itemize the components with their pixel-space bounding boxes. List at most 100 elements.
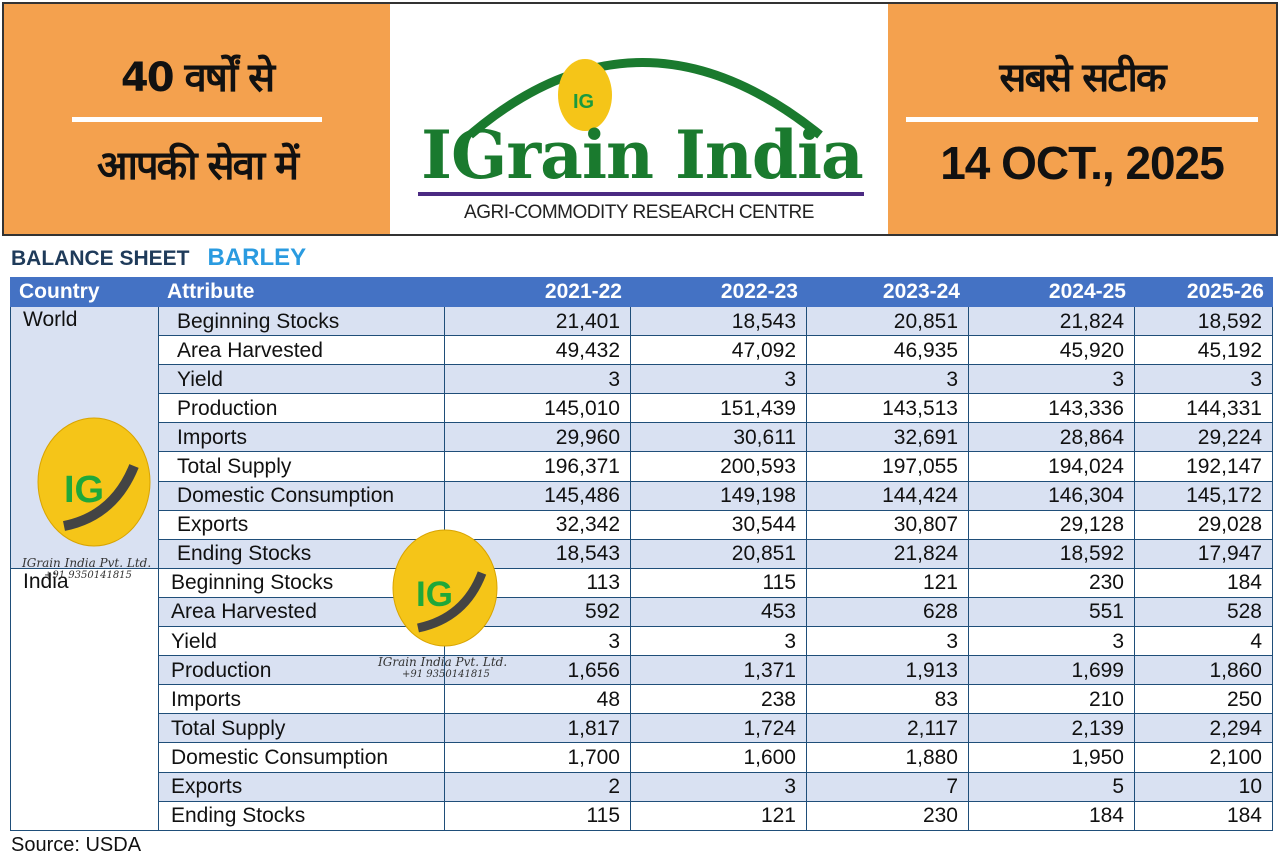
logo: IG IGrain India AGRI-COMMODITY RESEARCH … — [390, 4, 888, 234]
value-cell: 46,935 — [806, 335, 969, 366]
value-cell: 1,817 — [444, 713, 631, 744]
value-cell: 4 — [1134, 626, 1273, 657]
value-cell: 1,880 — [806, 742, 969, 773]
value-cell: 115 — [630, 567, 807, 598]
country-cell: World — [10, 306, 159, 569]
value-cell: 21,401 — [444, 305, 631, 337]
attribute-cell: Production — [158, 655, 445, 686]
table-row: Exports 2 3 7 5 10 — [11, 771, 1273, 802]
value-cell: 184 — [968, 800, 1135, 831]
table-row: Ending Stocks 115 121 230 184 184 — [11, 800, 1273, 831]
value-cell: 628 — [806, 596, 969, 628]
table-row: Imports 48 238 83 210 250 — [11, 684, 1273, 715]
table-row: Production 145,010 151,439 143,513 143,336 14… — [11, 393, 1273, 424]
column-header: 2025-26 — [1134, 277, 1273, 307]
value-cell: 1,656 — [444, 655, 631, 686]
value-cell: 551 — [968, 596, 1135, 628]
column-header: 2022-23 — [630, 277, 807, 307]
banner-left: 40 वर्षों से आपकी सेवा में — [4, 4, 390, 234]
value-cell: 48 — [444, 684, 631, 715]
attribute-cell: Yield — [158, 364, 445, 395]
value-cell: 194,024 — [968, 451, 1135, 482]
tagline-service: आपकी सेवा में — [96, 142, 299, 189]
value-cell: 20,851 — [630, 538, 807, 569]
value-cell: 1,860 — [1134, 655, 1273, 686]
banner-right: सबसे सटीक 14 OCT., 2025 — [888, 4, 1276, 234]
value-cell: 21,824 — [806, 538, 969, 569]
value-cell: 230 — [806, 800, 969, 831]
column-header: 2024-25 — [968, 277, 1135, 307]
attribute-cell: Exports — [158, 509, 445, 540]
value-cell: 121 — [630, 800, 807, 831]
table-row: Exports 32,342 30,544 30,807 29,128 29,028 — [11, 509, 1273, 540]
value-cell: 3 — [444, 364, 631, 395]
table-row: Yield 3 3 3 3 3 — [11, 364, 1273, 395]
value-cell: 1,699 — [968, 655, 1135, 686]
value-cell: 1,371 — [630, 655, 807, 686]
value-cell: 30,807 — [806, 509, 969, 540]
value-cell: 32,342 — [444, 509, 631, 540]
value-cell: 3 — [806, 364, 969, 395]
value-cell: 144,331 — [1134, 393, 1273, 424]
value-cell: 230 — [968, 567, 1135, 598]
attribute-cell: Imports — [158, 422, 445, 453]
tagline-accurate: सबसे सटीक — [999, 55, 1166, 101]
value-cell: 3 — [444, 626, 631, 657]
table-row: Imports 29,960 30,611 32,691 28,864 29,224 — [11, 422, 1273, 453]
value-cell: 3 — [968, 626, 1135, 657]
divider — [72, 116, 322, 122]
table-row: Ending Stocks 18,543 20,851 21,824 18,592 17,… — [11, 538, 1273, 569]
report-date: 14 OCT., 2025 — [940, 137, 1225, 189]
attribute-cell: Beginning Stocks — [158, 305, 445, 337]
attribute-cell: Domestic Consumption — [158, 742, 445, 773]
value-cell: 1,913 — [806, 655, 969, 686]
value-cell: 18,543 — [630, 305, 807, 337]
tagline-years: 40 वर्षों से — [120, 54, 275, 101]
column-header: Country — [10, 277, 159, 307]
value-cell: 47,092 — [630, 335, 807, 366]
table-row: Production 1,656 1,371 1,913 1,699 1,860 — [11, 655, 1273, 686]
value-cell: 3 — [630, 626, 807, 657]
value-cell: 32,691 — [806, 422, 969, 453]
value-cell: 238 — [630, 684, 807, 715]
value-cell: 453 — [630, 596, 807, 628]
table-row: India Beginning Stocks 113 115 121 230 184 — [10, 567, 1273, 831]
table-row: Domestic Consumption 1,700 1,600 1,880 1,950… — [11, 742, 1273, 773]
value-cell: 10 — [1134, 771, 1273, 802]
value-cell: 145,172 — [1134, 480, 1273, 511]
value-cell: 18,543 — [444, 538, 631, 569]
balance-sheet-label: BALANCE SHEET — [11, 247, 190, 270]
attribute-cell: Production — [158, 393, 445, 424]
attribute-cell: Area Harvested — [158, 596, 445, 628]
value-cell: 121 — [806, 567, 969, 598]
value-cell: 30,611 — [630, 422, 807, 453]
attribute-cell: Domestic Consumption — [158, 480, 445, 511]
value-cell: 3 — [806, 626, 969, 657]
value-cell: 3 — [630, 364, 807, 395]
value-cell: 528 — [1134, 596, 1273, 628]
value-cell: 184 — [1134, 800, 1273, 831]
value-cell: 5 — [968, 771, 1135, 802]
value-cell: 2,139 — [968, 713, 1135, 744]
value-cell: 17,947 — [1134, 538, 1273, 569]
value-cell: 45,192 — [1134, 335, 1273, 366]
value-cell: 113 — [444, 567, 631, 598]
commodity-label: BARLEY — [207, 244, 307, 271]
value-cell: 145,010 — [444, 393, 631, 424]
value-cell: 1,950 — [968, 742, 1135, 773]
value-cell: 184 — [1134, 567, 1273, 598]
value-cell: 18,592 — [1134, 305, 1273, 337]
attribute-cell: Exports — [158, 771, 445, 802]
value-cell: 3 — [1134, 364, 1273, 395]
attribute-cell: Total Supply — [158, 451, 445, 482]
value-cell: 115 — [444, 800, 631, 831]
column-header: 2021-22 — [444, 277, 631, 307]
logo-subtitle: AGRI-COMMODITY RESEARCH CENTRE — [464, 202, 814, 223]
value-cell: 592 — [444, 596, 631, 628]
value-cell: 151,439 — [630, 393, 807, 424]
table-row: Total Supply 196,371 200,593 197,055 194,024… — [11, 451, 1273, 482]
value-cell: 197,055 — [806, 451, 969, 482]
country-cell: India — [10, 567, 159, 831]
value-cell: 20,851 — [806, 305, 969, 337]
attribute-cell: Ending Stocks — [158, 538, 445, 569]
